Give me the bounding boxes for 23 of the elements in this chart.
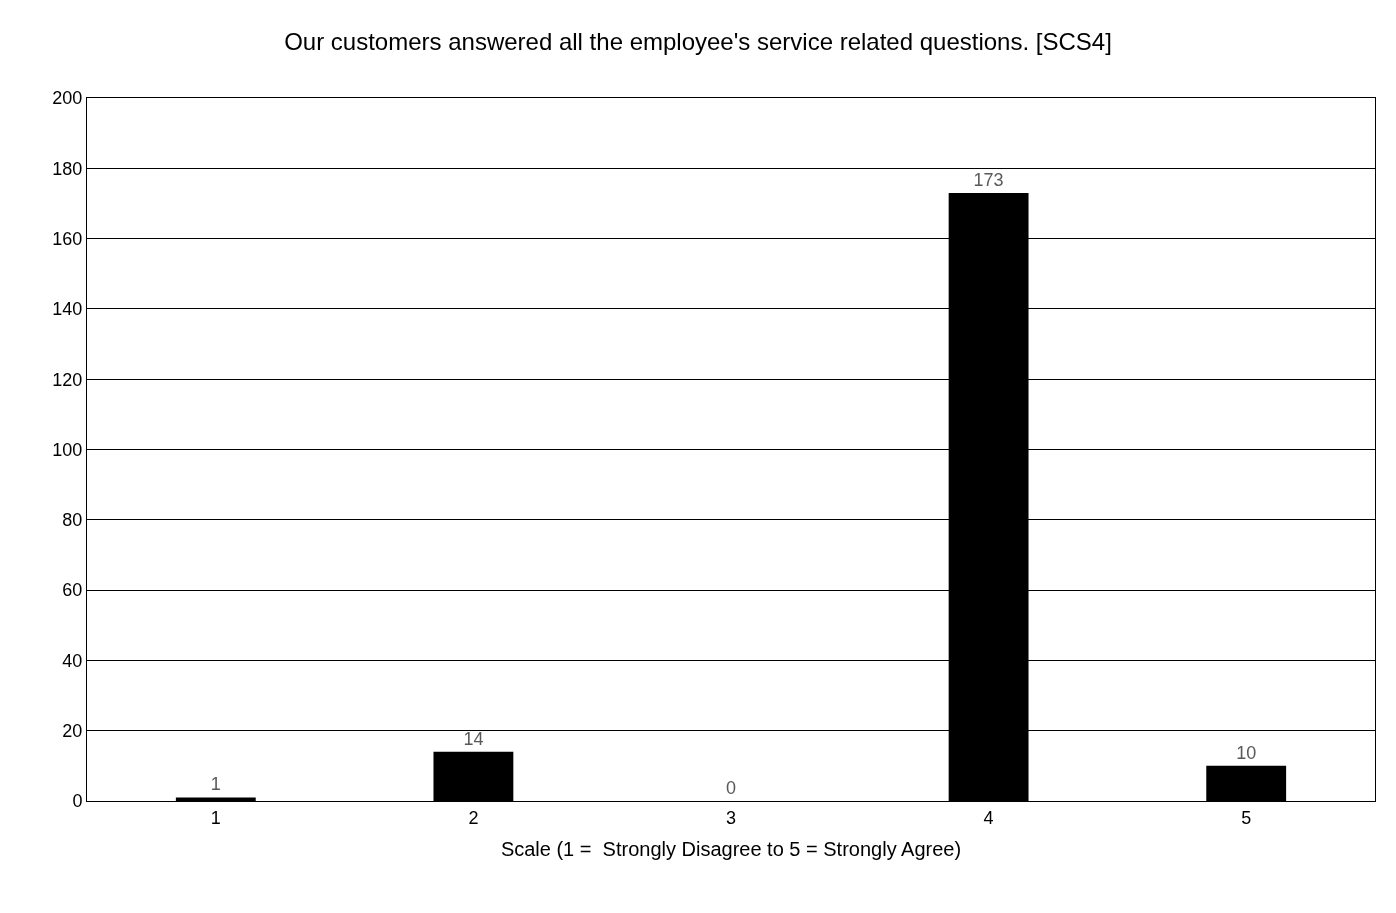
data-label: 0 (725, 778, 737, 798)
x-axis-title: Scale (1 = Strongly Disagree to 5 = Strongly Agree) (500, 838, 962, 861)
x-tick-label: 4 (983, 807, 994, 828)
chart-title: Our customers answered all the employee's service related questions. [SCS4] (284, 28, 1112, 56)
data-label: 10 (1236, 742, 1257, 763)
y-tick-label: 0 (72, 791, 83, 812)
y-tick-label: 180 (52, 158, 83, 179)
x-tick-label: 3 (725, 807, 737, 828)
x-tick-label: 2 (468, 807, 479, 828)
y-tick-label: 120 (52, 369, 83, 390)
y-tick-label: 200 (52, 88, 83, 109)
y-tick-label: 140 (52, 299, 83, 320)
data-label: 1 (210, 774, 221, 795)
y-tick-label: 100 (52, 439, 83, 460)
y-tick-label: 40 (62, 650, 83, 671)
y-tick-label: 20 (62, 721, 83, 741)
data-label: 14 (463, 728, 484, 749)
x-tick-label: 1 (210, 807, 221, 828)
x-tick-label: 5 (1241, 807, 1252, 828)
data-label: 173 (973, 169, 1004, 190)
y-tick-label: 80 (62, 510, 83, 531)
y-tick-label: 60 (62, 580, 83, 601)
y-tick-label: 160 (52, 228, 83, 249)
